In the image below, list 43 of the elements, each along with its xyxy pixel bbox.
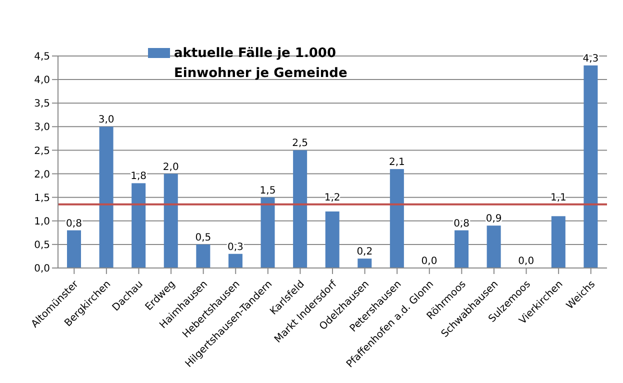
bar (196, 244, 210, 268)
bar (99, 126, 114, 268)
data-label: 0,3 (228, 242, 244, 253)
bar (551, 216, 566, 268)
y-tick-label: 4,0 (34, 75, 50, 86)
y-tick-label: 1,5 (34, 192, 50, 204)
bar (67, 230, 81, 268)
data-label: 0,0 (421, 256, 438, 267)
y-tick-label: 2,0 (34, 169, 50, 180)
bar (260, 197, 275, 268)
bar (293, 150, 308, 268)
data-label: 1,2 (324, 192, 340, 204)
data-label: 1,5 (260, 185, 276, 196)
data-label: 4,3 (582, 53, 599, 64)
bar (454, 230, 469, 268)
bar (228, 254, 242, 268)
data-label: 2,1 (388, 157, 405, 168)
y-tick-label: 3,0 (34, 122, 50, 134)
legend-label: aktuelle Fälle je 1.000 Einwohner je Gemeinde (174, 45, 348, 83)
bar (390, 169, 404, 268)
y-tick-label: 3,5 (34, 98, 50, 110)
y-tick-label: 4,5 (34, 52, 50, 63)
bar (132, 183, 146, 268)
bar (486, 226, 501, 268)
y-tick-label: 2,5 (34, 146, 50, 157)
y-tick-label: 0,0 (34, 264, 50, 275)
data-label: 0,8 (454, 218, 470, 230)
data-label: 2,0 (162, 162, 179, 173)
data-label: 0,9 (486, 214, 502, 225)
data-label: 0,0 (518, 256, 534, 267)
bar (325, 211, 340, 268)
data-label: 3,0 (98, 114, 114, 126)
data-label: 1,1 (550, 192, 566, 204)
bar (358, 258, 372, 268)
data-label: 1,8 (130, 171, 147, 182)
data-label: 0,8 (66, 218, 82, 230)
data-label: 0,5 (195, 232, 212, 244)
data-label: 2,5 (292, 138, 308, 150)
bar (164, 174, 178, 268)
y-tick-label: 0,5 (34, 240, 50, 251)
bar (584, 65, 598, 268)
y-tick-label: 1,0 (34, 216, 50, 228)
data-label: 0,2 (356, 246, 373, 258)
